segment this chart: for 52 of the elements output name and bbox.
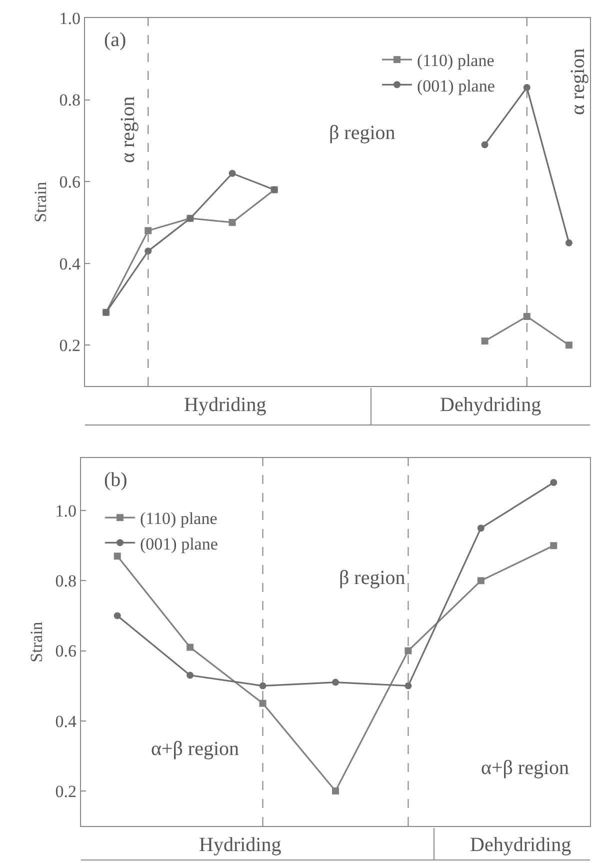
point <box>481 338 488 345</box>
y-tick-label: 0.4 <box>59 254 81 274</box>
text: Dehydriding <box>440 394 542 416</box>
point <box>523 312 530 320</box>
point <box>477 524 484 532</box>
point <box>404 682 412 690</box>
text: Dehydriding <box>470 834 572 856</box>
point <box>144 248 152 255</box>
text: Hydriding <box>184 394 266 416</box>
point <box>550 542 558 550</box>
point <box>186 672 194 679</box>
annotation: (a) <box>104 29 126 51</box>
point <box>481 141 488 148</box>
y-tick-label: 0.6 <box>55 642 76 661</box>
point <box>332 787 339 794</box>
point <box>228 218 236 226</box>
y-tick-label: 0.2 <box>55 782 76 801</box>
y-axis-title: Strain <box>30 181 50 222</box>
point <box>114 552 121 560</box>
y-tick-label: 0.4 <box>55 712 77 731</box>
point <box>186 644 194 651</box>
legend-label: (110) plane <box>417 51 494 70</box>
legend-label: (001) plane <box>417 76 495 96</box>
point <box>144 227 152 234</box>
point <box>114 612 121 620</box>
point <box>477 577 484 584</box>
point <box>404 647 412 654</box>
y-tick-label: 1.0 <box>59 8 80 28</box>
legend-label: (001) plane <box>140 534 218 554</box>
y-tick-label: 0.2 <box>59 336 80 356</box>
point <box>565 342 572 349</box>
point <box>332 678 339 686</box>
point <box>259 682 266 690</box>
text: Hydriding <box>199 834 282 856</box>
point <box>565 239 572 246</box>
annotation: α region <box>117 96 139 163</box>
annotation: (b) <box>104 469 128 491</box>
annotation: α+β region <box>481 757 570 779</box>
y-tick-label: 0.8 <box>59 90 80 110</box>
y-tick-label: 0.8 <box>55 572 76 591</box>
annotation: α region <box>567 48 589 115</box>
y-axis-title: Strain <box>26 621 46 662</box>
point <box>228 170 236 177</box>
point <box>259 700 266 707</box>
point <box>523 84 530 92</box>
annotation: β region <box>339 567 406 589</box>
annotation: α+β region <box>151 738 240 760</box>
legend-label: (110) plane <box>140 509 218 528</box>
y-tick-label: 0.6 <box>59 172 80 192</box>
annotation: β region <box>329 122 396 144</box>
y-tick-label: 1.0 <box>55 502 76 521</box>
point <box>550 479 558 486</box>
